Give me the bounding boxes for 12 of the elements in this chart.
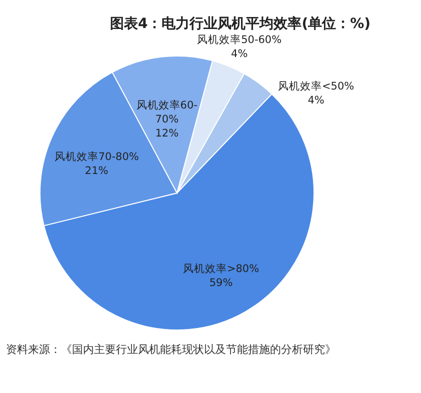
slice-label: 风机效率>80% [182, 262, 260, 276]
chart-title: 图表4：电力行业风机平均效率(单位：%) [110, 15, 371, 32]
slice-label: 风机效率70-80% [54, 150, 139, 164]
text: 资料来源：《国内主要行业风机能耗现状以及节能措施的分析研究》 [5, 342, 337, 357]
slice-label: 风机效率<50% [278, 80, 354, 93]
data-label: 59% [209, 277, 233, 290]
slice-label: 风机效率60-70% [136, 98, 198, 126]
data-label: 12% [155, 128, 179, 140]
data-label: 4% [231, 48, 248, 60]
slice-label: 风机效率50-60% [197, 33, 282, 46]
data-label: 4% [308, 94, 324, 107]
data-label: 21% [84, 165, 108, 178]
